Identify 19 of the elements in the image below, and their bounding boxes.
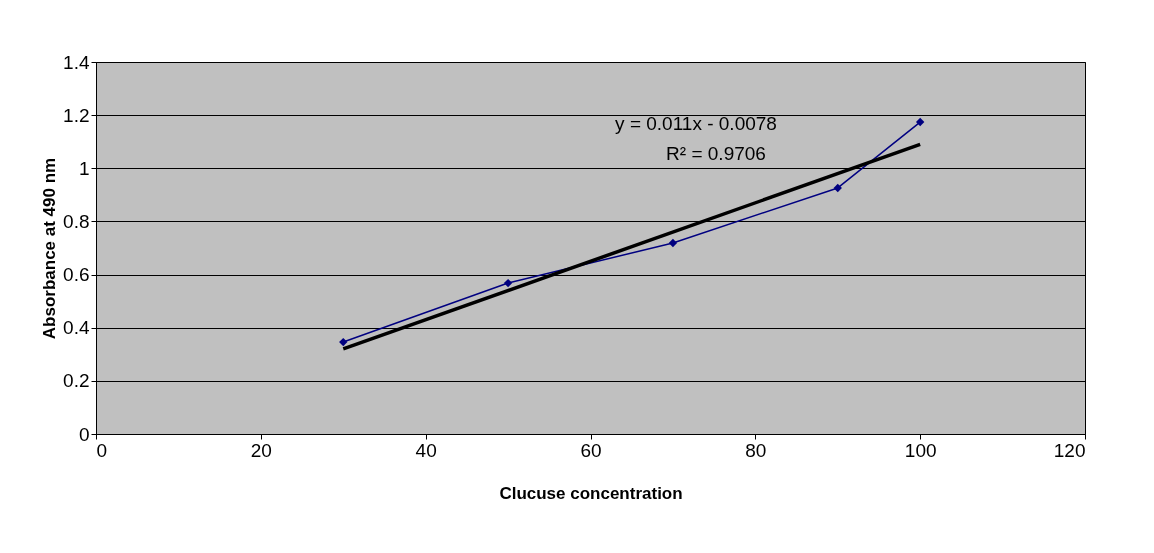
y-tick-label: 1.2 [63,104,90,126]
x-tick-label: 80 [745,439,767,461]
y-tick-label: 0.4 [63,317,90,339]
y-tick-label: 1.4 [63,51,90,73]
y-tick-label: 0.2 [63,370,90,392]
x-tick-label: 40 [415,439,437,461]
x-tick-label: 20 [250,439,272,461]
annotation: R² = 0.9706 [666,143,766,164]
y-tick-label: 0.6 [63,264,90,286]
y-axis-title: Absorbance at 490 nm [40,157,60,340]
y-tick-label: 0.8 [63,210,90,232]
x-axis-title: Clucuse concentration [499,483,683,503]
y-tick-label: 0 [78,423,90,445]
y-tick-label: 1 [78,157,90,179]
x-tick-label: 60 [580,439,602,461]
annotation: y = 0.011x - 0.0078 [615,113,777,134]
x-tick-label: 100 [904,439,937,461]
x-tick-label: 120 [1053,439,1086,461]
x-tick-label: 0 [96,439,108,461]
